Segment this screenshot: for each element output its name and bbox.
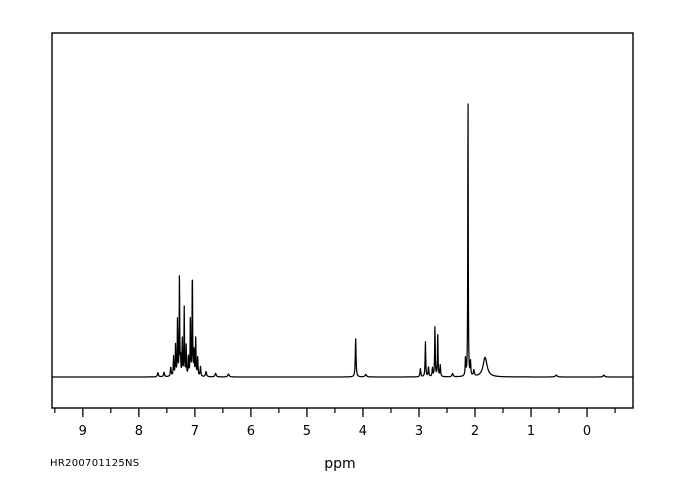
axis-tick-label-9: 9 xyxy=(79,424,87,439)
axis-tick-label-3: 3 xyxy=(415,424,423,439)
axis-tick-label-7: 7 xyxy=(191,424,199,439)
axis-title-ppm: ppm xyxy=(324,456,355,472)
axis-ticks xyxy=(54,408,616,417)
axis-tick-label-4: 4 xyxy=(359,424,367,439)
axis-tick-labels: 9 8 7 6 5 4 3 2 1 0 xyxy=(79,424,592,439)
axis-tick-label-1: 1 xyxy=(527,424,535,439)
axis-tick-label-0: 0 xyxy=(583,424,591,439)
axis-tick-label-5: 5 xyxy=(303,424,311,439)
axis-tick-label-2: 2 xyxy=(471,424,479,439)
spectrum-trace xyxy=(51,103,634,378)
axis-tick-label-8: 8 xyxy=(135,424,143,439)
axis-tick-label-6: 6 xyxy=(247,424,255,439)
sample-id-label: HR200701125NS xyxy=(50,458,139,469)
plot-frame xyxy=(51,32,634,409)
